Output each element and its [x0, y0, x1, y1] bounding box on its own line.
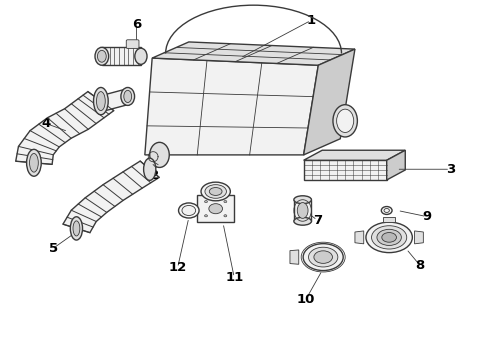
Text: 12: 12 — [169, 261, 187, 274]
Polygon shape — [304, 49, 355, 155]
Polygon shape — [290, 250, 299, 264]
Ellipse shape — [205, 185, 226, 198]
Ellipse shape — [97, 91, 105, 111]
Ellipse shape — [297, 203, 308, 219]
Text: 1: 1 — [306, 14, 316, 27]
Ellipse shape — [294, 196, 312, 204]
Polygon shape — [16, 91, 114, 165]
Ellipse shape — [135, 48, 147, 64]
Polygon shape — [304, 150, 405, 160]
Ellipse shape — [73, 221, 80, 236]
Ellipse shape — [95, 47, 109, 65]
Ellipse shape — [144, 158, 156, 180]
Ellipse shape — [371, 226, 407, 249]
Ellipse shape — [377, 229, 401, 246]
Polygon shape — [304, 160, 387, 180]
Ellipse shape — [26, 149, 41, 176]
Polygon shape — [294, 200, 312, 221]
Ellipse shape — [124, 90, 132, 103]
Ellipse shape — [29, 153, 38, 172]
Text: 5: 5 — [49, 242, 58, 255]
Ellipse shape — [71, 217, 82, 240]
Ellipse shape — [209, 204, 222, 214]
Ellipse shape — [150, 142, 169, 167]
Ellipse shape — [204, 215, 207, 217]
Polygon shape — [102, 47, 141, 65]
FancyBboxPatch shape — [126, 40, 139, 48]
Ellipse shape — [224, 201, 227, 203]
Ellipse shape — [294, 217, 312, 225]
Polygon shape — [383, 217, 395, 222]
Text: 8: 8 — [416, 259, 424, 272]
Ellipse shape — [98, 50, 106, 62]
Ellipse shape — [204, 201, 207, 203]
Ellipse shape — [224, 215, 227, 217]
Polygon shape — [415, 231, 423, 244]
Ellipse shape — [384, 208, 390, 212]
Text: 4: 4 — [41, 117, 50, 130]
Ellipse shape — [382, 233, 396, 242]
Ellipse shape — [209, 188, 222, 195]
Polygon shape — [101, 89, 128, 112]
Ellipse shape — [337, 109, 354, 132]
Ellipse shape — [178, 203, 199, 218]
Polygon shape — [197, 195, 234, 222]
Ellipse shape — [182, 206, 196, 216]
Text: 2: 2 — [150, 169, 159, 182]
Ellipse shape — [314, 251, 332, 264]
Text: 6: 6 — [132, 18, 141, 31]
Text: 3: 3 — [445, 163, 455, 176]
Polygon shape — [355, 231, 364, 244]
Polygon shape — [152, 42, 355, 65]
Polygon shape — [63, 161, 159, 233]
Text: 9: 9 — [422, 210, 431, 223]
Ellipse shape — [309, 247, 338, 267]
Polygon shape — [145, 58, 318, 155]
Ellipse shape — [333, 105, 357, 137]
Ellipse shape — [381, 207, 392, 215]
Ellipse shape — [366, 222, 413, 253]
Text: 10: 10 — [297, 293, 315, 306]
Ellipse shape — [94, 87, 108, 115]
Text: 11: 11 — [225, 271, 244, 284]
Ellipse shape — [201, 182, 230, 201]
Ellipse shape — [303, 244, 343, 271]
Text: 7: 7 — [313, 214, 322, 227]
Polygon shape — [387, 150, 405, 180]
Ellipse shape — [121, 87, 135, 105]
